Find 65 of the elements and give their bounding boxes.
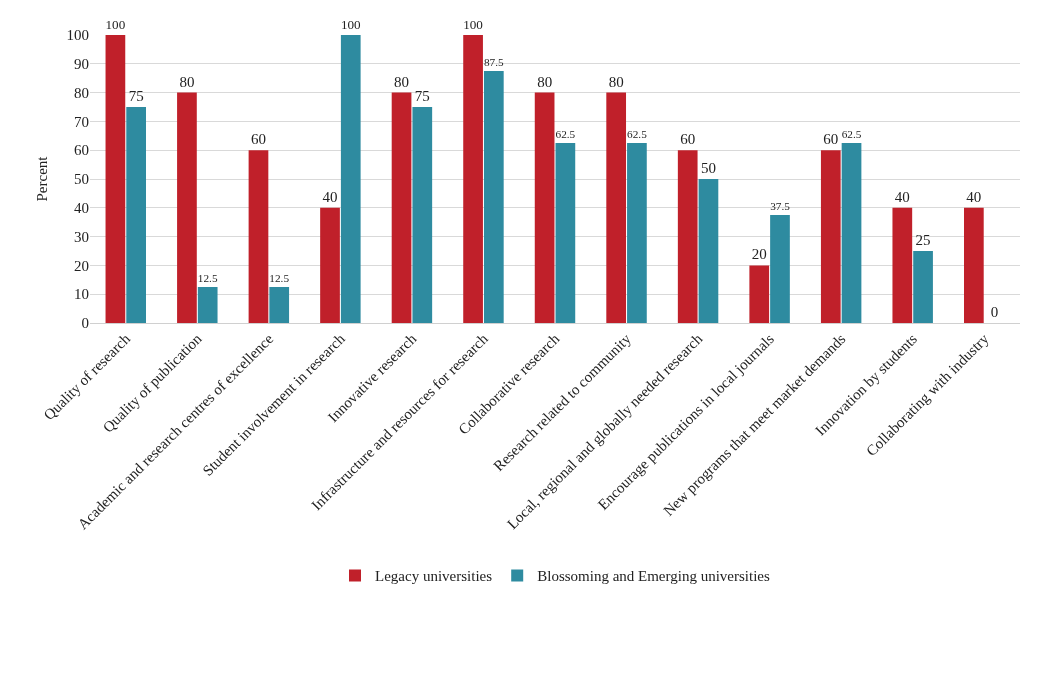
bar	[749, 265, 770, 323]
bar	[177, 92, 197, 323]
y-tick-label: 30	[74, 228, 89, 245]
bar	[105, 35, 126, 323]
data-label: 100	[340, 17, 362, 33]
data-label: 87.5	[483, 55, 505, 68]
data-label: 62.5	[555, 127, 576, 140]
bar	[698, 179, 719, 323]
bar	[320, 207, 340, 323]
y-tick-label: 90	[74, 56, 89, 73]
bar	[555, 143, 576, 323]
data-label: 60	[823, 131, 839, 148]
data-label: 80	[179, 73, 195, 90]
bar	[913, 251, 933, 323]
bar	[770, 215, 790, 323]
data-label: 25	[915, 232, 931, 248]
data-label: 100	[463, 17, 484, 33]
bar	[841, 143, 862, 323]
bar	[483, 71, 504, 323]
bar	[606, 92, 627, 323]
data-label: 62.5	[627, 127, 648, 140]
data-label: 80	[394, 73, 410, 90]
data-label: 40	[322, 188, 338, 205]
y-tick-label: 20	[74, 257, 89, 274]
legend-label: Blossoming and Emerging universities	[537, 568, 770, 585]
y-axis-title: Percent	[33, 155, 50, 202]
bar	[820, 150, 841, 323]
data-label: 80	[537, 73, 553, 90]
data-label: 50	[700, 160, 716, 176]
data-label: 12.5	[269, 271, 290, 284]
data-label: 75	[128, 88, 144, 104]
y-tick-label: 40	[74, 200, 89, 217]
y-tick-label: 60	[74, 142, 89, 159]
bar	[391, 92, 412, 323]
bar	[412, 107, 433, 323]
y-tick-label: 0	[81, 315, 89, 332]
bar	[126, 107, 146, 323]
data-label: 40	[894, 188, 910, 205]
bar	[463, 35, 483, 323]
bar	[534, 92, 555, 323]
data-label: 80	[608, 73, 624, 90]
y-tick-label: 10	[74, 286, 89, 303]
bar	[964, 207, 984, 323]
bar	[197, 287, 218, 323]
y-tick-label: 70	[74, 113, 89, 130]
y-tick-label: 80	[74, 84, 89, 101]
data-label: 100	[105, 17, 126, 33]
data-label: 12.5	[197, 271, 218, 284]
bar	[892, 207, 913, 323]
y-tick-label: 100	[66, 27, 89, 44]
bar	[269, 287, 290, 323]
bar	[248, 150, 269, 323]
bar	[677, 150, 698, 323]
legend-label: Legacy universities	[375, 568, 493, 585]
data-label: 60	[680, 131, 696, 148]
data-label: 75	[414, 88, 430, 104]
data-label: 60	[250, 131, 266, 148]
data-label: 0	[990, 304, 999, 320]
data-label: 20	[751, 246, 767, 263]
bar	[340, 35, 361, 323]
data-label: 37.5	[770, 199, 791, 212]
bar	[627, 143, 647, 323]
y-tick-label: 50	[74, 171, 89, 188]
data-label: 62.5	[841, 127, 862, 140]
data-label: 40	[966, 188, 982, 205]
